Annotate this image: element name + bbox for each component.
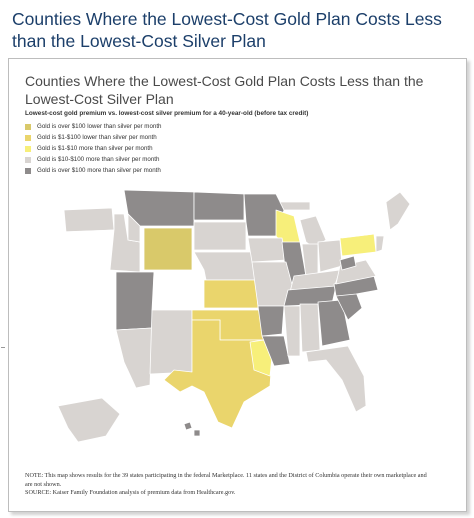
region-washington — [63, 207, 115, 233]
region-texas-east — [249, 339, 273, 377]
divider — [1, 347, 5, 348]
legend: Gold is over $100 lower than silver per … — [25, 121, 162, 176]
region-alabama — [299, 303, 321, 353]
legend-label: Gold is over $100 lower than silver per … — [37, 123, 162, 130]
region-texas — [163, 319, 273, 429]
region-montana-west — [127, 213, 141, 243]
region-michigan-north — [279, 201, 311, 211]
legend-swatch — [25, 134, 31, 141]
legend-swatch — [25, 156, 31, 163]
region-ohio — [317, 239, 343, 273]
note-line-1: NOTE: This map shows results for the 39 … — [25, 472, 427, 479]
legend-label: Gold is $1-$100 lower than silver per mo… — [37, 134, 157, 141]
region-new-mexico — [149, 309, 193, 375]
region-colorado — [151, 271, 205, 311]
legend-item: Gold is $10-$100 more than silver per mo… — [25, 154, 162, 165]
region-arkansas — [257, 305, 285, 337]
region-wyoming — [143, 227, 193, 271]
note-source: SOURCE: Kaiser Family Foundation analysi… — [25, 489, 236, 496]
region-arizona — [115, 327, 153, 389]
region-florida — [305, 345, 367, 413]
region-west-virginia — [339, 255, 357, 271]
region-new-england — [385, 191, 411, 231]
region-alaska — [57, 397, 121, 443]
region-north-dakota — [193, 191, 245, 221]
legend-swatch — [25, 123, 31, 130]
region-new-jersey — [375, 235, 385, 253]
legend-swatch — [25, 167, 31, 174]
legend-label: Gold is $1-$10 more than silver per mont… — [37, 145, 153, 152]
region-south-dakota — [193, 221, 247, 251]
region-kansas — [203, 279, 259, 309]
figure-title: Counties Where the Lowest-Cost Gold Plan… — [25, 73, 424, 107]
legend-label: Gold is $10-$100 more than silver per mo… — [37, 156, 160, 163]
region-new-york — [341, 205, 391, 239]
legend-item: Gold is $1-$10 more than silver per mont… — [25, 143, 162, 154]
page-title: Counties Where the Lowest-Cost Gold Plan… — [12, 9, 442, 51]
legend-swatch — [25, 145, 31, 152]
region-oregon — [53, 229, 115, 273]
us-county-map — [53, 189, 411, 443]
region-iowa — [247, 237, 287, 263]
legend-item: Gold is over $100 more than silver per m… — [25, 165, 162, 176]
map-note: NOTE: This map shows results for the 39 … — [25, 472, 455, 498]
region-idaho — [109, 213, 141, 273]
legend-item: Gold is $1-$100 lower than silver per mo… — [25, 132, 162, 143]
region-montana — [123, 189, 195, 227]
region-georgia — [317, 299, 351, 347]
region-utah — [115, 271, 155, 331]
legend-title: Lowest-cost gold premium vs. lowest-cost… — [25, 110, 309, 117]
legend-item: Gold is over $100 lower than silver per … — [25, 121, 162, 132]
note-line-2: are not shown. — [25, 480, 62, 488]
region-hawaii — [183, 421, 201, 437]
region-mississippi — [283, 305, 301, 357]
region-louisiana — [261, 335, 291, 367]
legend-label: Gold is over $100 more than silver per m… — [37, 167, 161, 174]
